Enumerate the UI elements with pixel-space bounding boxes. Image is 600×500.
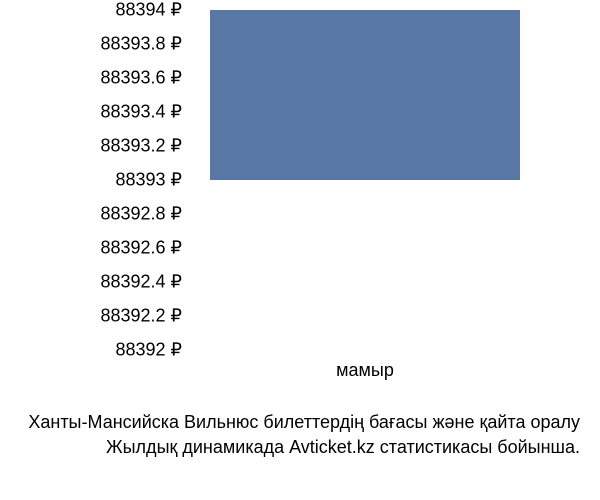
y-tick-label: 88393.2 ₽	[100, 136, 182, 157]
plot-area	[200, 10, 530, 350]
x-axis-label: мамыр	[336, 360, 394, 381]
chart-caption: Ханты-Мансийска Вильнюс билеттердің баға…	[28, 410, 580, 460]
y-tick-label: 88393.6 ₽	[100, 68, 182, 89]
y-tick-label: 88392 ₽	[115, 340, 182, 361]
y-tick-label: 88393 ₽	[115, 170, 182, 191]
bar	[210, 10, 520, 180]
y-axis: 88394 ₽88393.8 ₽88393.6 ₽88393.4 ₽88393.…	[0, 10, 190, 350]
caption-line-1: Ханты-Мансийска Вильнюс билеттердің баға…	[28, 410, 580, 435]
y-tick-label: 88394 ₽	[115, 0, 182, 21]
caption-line-2: Жылдық динамикада Avticket.kz статистика…	[28, 435, 580, 460]
y-tick-label: 88392.6 ₽	[100, 238, 182, 259]
y-tick-label: 88392.4 ₽	[100, 272, 182, 293]
y-tick-label: 88392.8 ₽	[100, 204, 182, 225]
y-tick-label: 88393.8 ₽	[100, 34, 182, 55]
y-tick-label: 88392.2 ₽	[100, 306, 182, 327]
price-chart: 88394 ₽ 88393.8 ₽ 88393.6 ₽ 88393.4 ₽ 88393.…	[0, 0, 600, 400]
y-tick-label: 88393.4 ₽	[100, 102, 182, 123]
